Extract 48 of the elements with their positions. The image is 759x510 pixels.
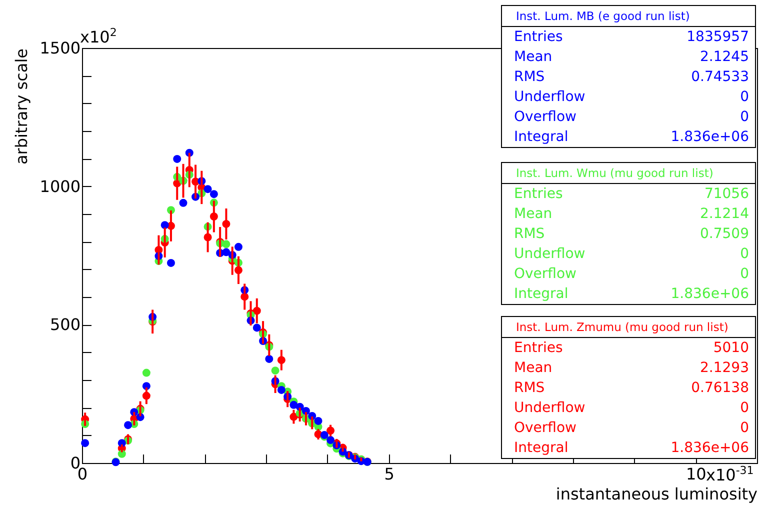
annotation: 0 xyxy=(740,88,749,107)
x-axis-title: instantaneous luminosity xyxy=(556,484,758,504)
y-tick-label: 1500 xyxy=(40,38,80,58)
annotation: RMS xyxy=(514,379,545,398)
annotation: Overflow xyxy=(514,419,577,438)
text: Inst. Lum. Zmumu (mu good run list) xyxy=(516,320,728,334)
annotation: 0.76138 xyxy=(691,379,749,398)
annotation: Underflow xyxy=(514,245,586,264)
annotation: Mean xyxy=(514,205,552,224)
annotation: Integral xyxy=(514,439,568,458)
annotation: Entries xyxy=(514,185,563,204)
text: 1835957 xyxy=(686,29,749,45)
annotation: 0 xyxy=(740,265,749,284)
text: Entries xyxy=(514,29,563,45)
annotation: Overflow xyxy=(514,265,577,284)
x-tick-label: 5 xyxy=(384,464,394,484)
annotation: 5010 xyxy=(713,339,749,358)
text: Inst. Lum. Wmu (mu good run list) xyxy=(516,166,714,180)
annotation: 2.1245 xyxy=(700,48,749,67)
annotation: Entries xyxy=(514,339,563,358)
text: x10$^{2}$ xyxy=(80,26,117,46)
y-tick-label: 500 xyxy=(50,315,80,334)
annotation: Integral xyxy=(514,285,568,304)
annotation: Mean xyxy=(514,359,552,378)
annotation: 0.74533 xyxy=(691,68,749,87)
annotation: 2.1214 xyxy=(700,205,749,224)
annotation: RMS xyxy=(514,225,545,244)
annotation: Overflow xyxy=(514,108,577,127)
annotation: RMS xyxy=(514,68,545,87)
annotation: Underflow xyxy=(514,88,586,107)
annotation: 1.836e+06 xyxy=(670,285,749,304)
annotation: 71056 xyxy=(704,185,749,204)
annotation: Integral xyxy=(514,128,568,147)
annotation: 1.836e+06 xyxy=(670,128,749,147)
annotation: 0 xyxy=(740,399,749,418)
annotation: Underflow xyxy=(514,399,586,418)
annotation: 0.7509 xyxy=(700,225,749,244)
annotation: Mean xyxy=(514,48,552,67)
annotation: 1.836e+06 xyxy=(670,439,749,458)
x-tick-label: 10 xyxy=(686,464,706,484)
annotation: 0 xyxy=(740,108,749,127)
annotation: 0 xyxy=(740,245,749,264)
text: x10$^{-31}$ xyxy=(706,464,754,484)
annotation: 0 xyxy=(740,419,749,438)
annotation: 2.1293 xyxy=(700,359,749,378)
y-axis-title: arbitrary scale xyxy=(12,48,31,164)
y-tick-label: 1000 xyxy=(40,176,80,196)
text: Inst. Lum. MB (e good run list) xyxy=(516,9,690,23)
